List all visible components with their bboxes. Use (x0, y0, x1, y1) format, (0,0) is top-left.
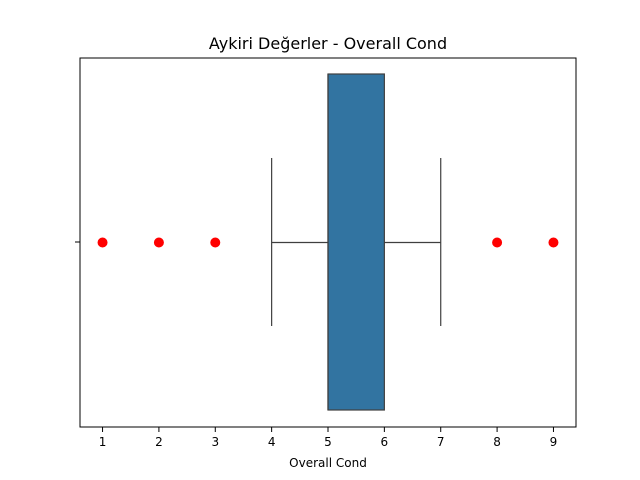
x-axis-label: Overall Cond (289, 456, 367, 470)
x-tick-label: 2 (155, 435, 163, 449)
outlier-point (153, 237, 164, 248)
x-axis: 1 2 3 4 5 6 7 8 9 (99, 427, 558, 449)
outlier-point (97, 237, 108, 248)
chart-title: Aykiri Değerler - Overall Cond (209, 34, 447, 53)
outlier-point (210, 237, 221, 248)
x-tick-label: 5 (324, 435, 332, 449)
x-tick-label: 8 (493, 435, 501, 449)
x-tick-label: 6 (381, 435, 389, 449)
x-tick-label: 3 (211, 435, 219, 449)
x-tick-label: 1 (99, 435, 107, 449)
outlier-point (492, 237, 503, 248)
iqr-box (327, 73, 385, 411)
x-tick-label: 4 (268, 435, 276, 449)
plot-area (97, 73, 559, 411)
outlier-point (548, 237, 559, 248)
x-tick-label: 7 (437, 435, 445, 449)
x-tick-label: 9 (550, 435, 558, 449)
